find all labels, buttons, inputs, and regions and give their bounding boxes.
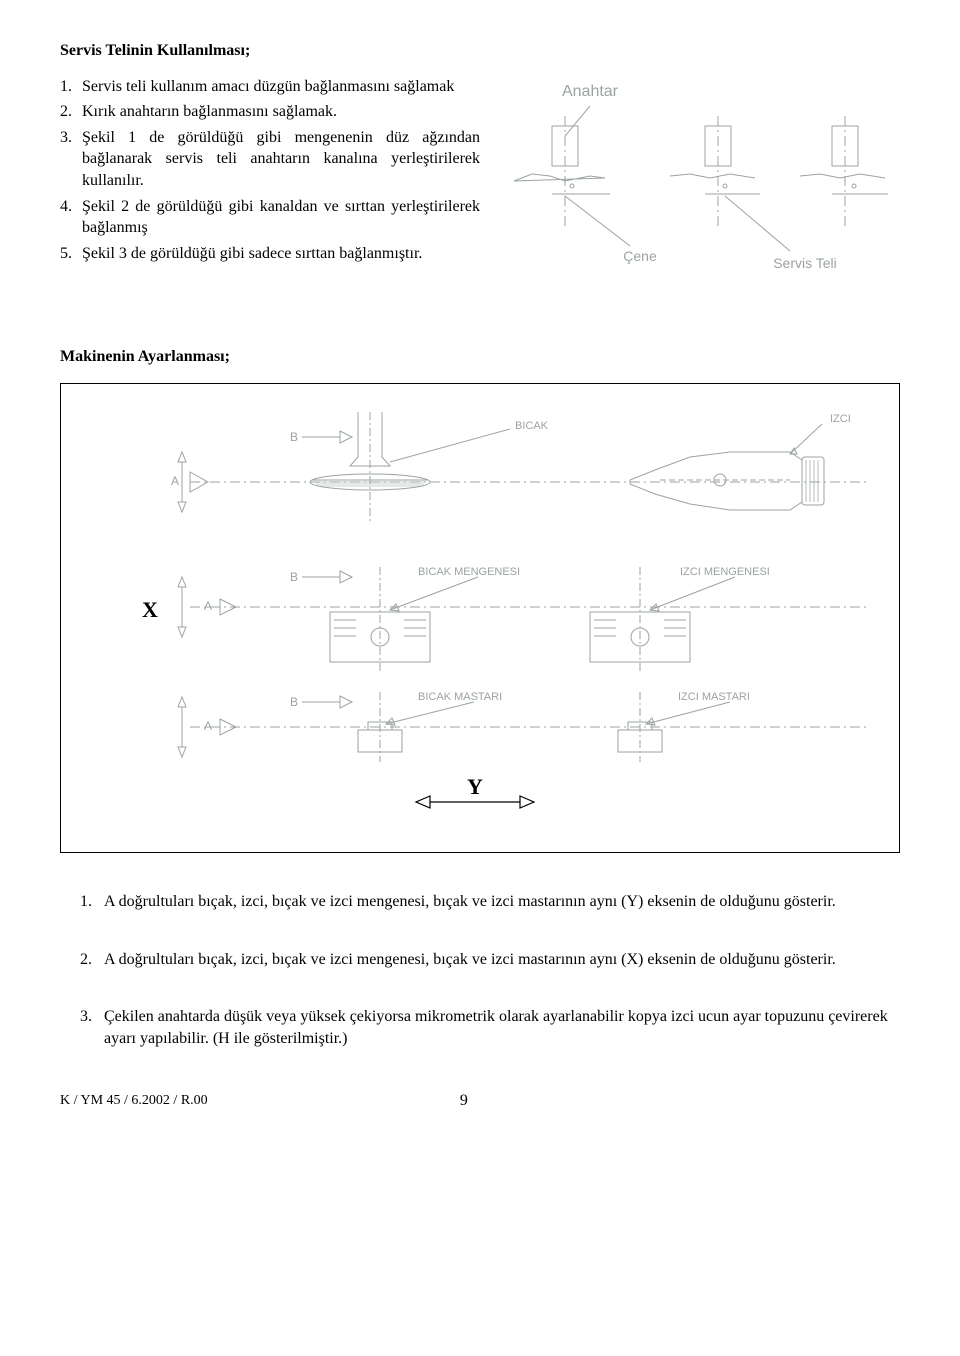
- svg-text:B: B: [290, 695, 298, 709]
- doc-ref: K / YM 45 / 6.2002 / R.00: [60, 1092, 208, 1111]
- list-item: 4.Şekil 2 de görüldüğü gibi kanaldan ve …: [60, 196, 480, 239]
- b-marker-3: B: [290, 695, 352, 709]
- list-item: 2.A doğrultuları bıçak, izci, bıçak ve i…: [80, 949, 900, 971]
- li-body: Şekil 3 de görüldüğü gibi sadece sırttan…: [82, 243, 480, 265]
- section-title-2: Makinenin Ayarlanması;: [60, 346, 900, 368]
- x-dim-1: [178, 452, 186, 512]
- svg-text:B: B: [290, 430, 298, 444]
- label-izci-mengene: IZCI MENGENESI: [680, 566, 770, 578]
- li-body: A doğrultuları bıçak, izci, bıçak ve izc…: [104, 949, 900, 971]
- bicak-mengene-icon: [330, 567, 430, 672]
- diagram-1-col: Anahtar: [500, 76, 900, 316]
- list-item: 1.Servis teli kullanım amacı düzgün bağl…: [60, 76, 480, 98]
- svg-text:A: A: [204, 599, 212, 613]
- list-item: 3.Çekilen anahtarda düşük veya yüksek çe…: [80, 1006, 900, 1049]
- izci-mengene-icon: [590, 567, 690, 672]
- list-item: 1.A doğrultuları bıçak, izci, bıçak ve i…: [80, 891, 900, 913]
- label-bicak-mastar: BICAK MASTARI: [418, 691, 502, 703]
- svg-text:B: B: [290, 570, 298, 584]
- ordered-list-1: 1.Servis teli kullanım amacı düzgün bağl…: [60, 76, 480, 265]
- key-2-icon: [670, 126, 760, 194]
- label-izci-mastar: IZCI MASTARI: [678, 691, 750, 703]
- izci-icon: [630, 452, 824, 510]
- li-body: Çekilen anahtarda düşük veya yüksek çeki…: [104, 1006, 900, 1049]
- x-dim-3: [178, 697, 186, 757]
- li-num: 1.: [60, 76, 82, 98]
- ordered-list-2: 1.A doğrultuları bıçak, izci, bıçak ve i…: [60, 891, 900, 1049]
- b-marker-2: B: [290, 570, 352, 584]
- li-num: 3.: [80, 1006, 104, 1049]
- li-body: Şekil 2 de görüldüğü gibi kanaldan ve sı…: [82, 196, 480, 239]
- top-row: 1.Servis teli kullanım amacı düzgün bağl…: [60, 76, 900, 316]
- li-body: Kırık anahtarın bağlanmasını sağlamak.: [82, 101, 480, 123]
- diagram-1: Anahtar: [510, 76, 890, 316]
- li-body: A doğrultuları bıçak, izci, bıçak ve izc…: [104, 891, 900, 913]
- list-item: 5.Şekil 3 de görüldüğü gibi sadece sırtt…: [60, 243, 480, 265]
- list-item: 2.Kırık anahtarın bağlanmasını sağlamak.: [60, 101, 480, 123]
- list-item: 3.Şekil 1 de görüldüğü gibi mengenenin d…: [60, 127, 480, 192]
- diagram-2: A B BICAK: [90, 402, 870, 822]
- label-cene: Çene: [623, 248, 657, 264]
- page-number: 9: [460, 1090, 468, 1112]
- label-anahtar: Anahtar: [562, 83, 619, 100]
- section-title-1: Servis Telinin Kullanılması;: [60, 40, 900, 62]
- footer: K / YM 45 / 6.2002 / R.00 9: [60, 1090, 900, 1112]
- li-num: 1.: [80, 891, 104, 913]
- list-col: 1.Servis teli kullanım amacı düzgün bağl…: [60, 76, 480, 316]
- diagram-2-box: A B BICAK: [60, 383, 900, 853]
- svg-text:A: A: [204, 719, 212, 733]
- a-marker-1: A: [171, 472, 208, 492]
- key-3-icon: [800, 126, 888, 194]
- li-num: 2.: [80, 949, 104, 971]
- x-axis-label: X: [142, 597, 158, 622]
- label-izci: IZCI: [830, 413, 851, 425]
- label-bicak: BICAK: [515, 420, 549, 432]
- li-body: Servis teli kullanım amacı düzgün bağlan…: [82, 76, 480, 98]
- li-body: Şekil 1 de görüldüğü gibi mengenenin düz…: [82, 127, 480, 192]
- li-num: 4.: [60, 196, 82, 239]
- label-bicak-mengene: BICAK MENGENESI: [418, 566, 520, 578]
- li-num: 3.: [60, 127, 82, 192]
- x-dim-2: [178, 577, 186, 637]
- li-num: 2.: [60, 101, 82, 123]
- key-1-icon: [514, 126, 610, 194]
- li-num: 5.: [60, 243, 82, 265]
- svg-text:A: A: [171, 474, 179, 488]
- label-servis: Servis Teli: [773, 255, 837, 271]
- y-axis-label: Y: [467, 774, 483, 799]
